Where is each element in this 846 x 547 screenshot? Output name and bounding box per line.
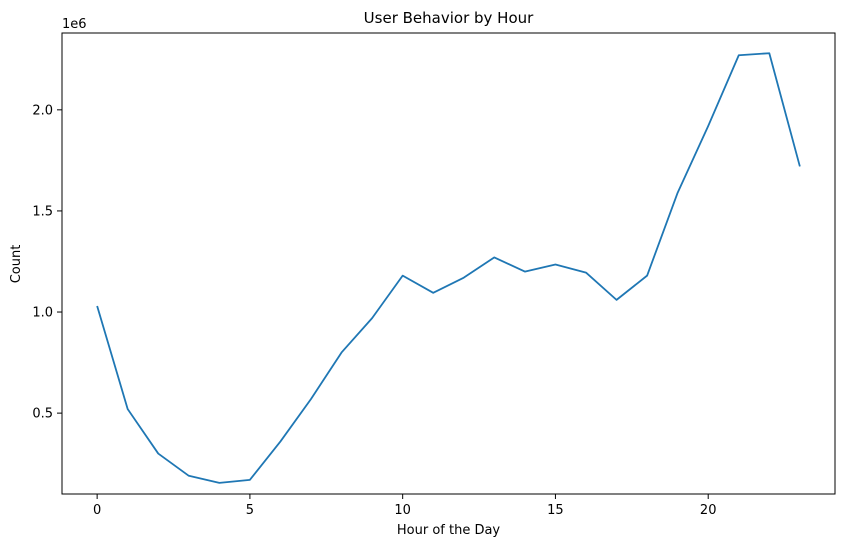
x-tick-label-15: 15 [547, 503, 564, 518]
y-tick-label-1000000: 1.0 [32, 306, 53, 321]
y-tick-label-2000000: 2.0 [32, 103, 53, 118]
x-axis-label: Hour of the Day [397, 523, 501, 538]
y-tick-label-500000: 0.5 [32, 407, 53, 422]
y-axis-label: Count [9, 245, 24, 284]
x-tick-label-5: 5 [246, 503, 254, 518]
plot-area: 0 5 10 15 20 0.5 1.0 1.5 2.0 [32, 32, 836, 518]
series-line-0 [96, 52, 801, 484]
chart-title: User Behavior by Hour [364, 9, 534, 27]
plot-frame [61, 32, 836, 495]
x-tick-label-0: 0 [93, 503, 101, 518]
y-offset-label: 1e6 [62, 17, 87, 32]
x-tick-label-10: 10 [394, 503, 411, 518]
x-tick-label-20: 20 [700, 503, 717, 518]
y-tick-label-1500000: 1.5 [32, 204, 53, 219]
